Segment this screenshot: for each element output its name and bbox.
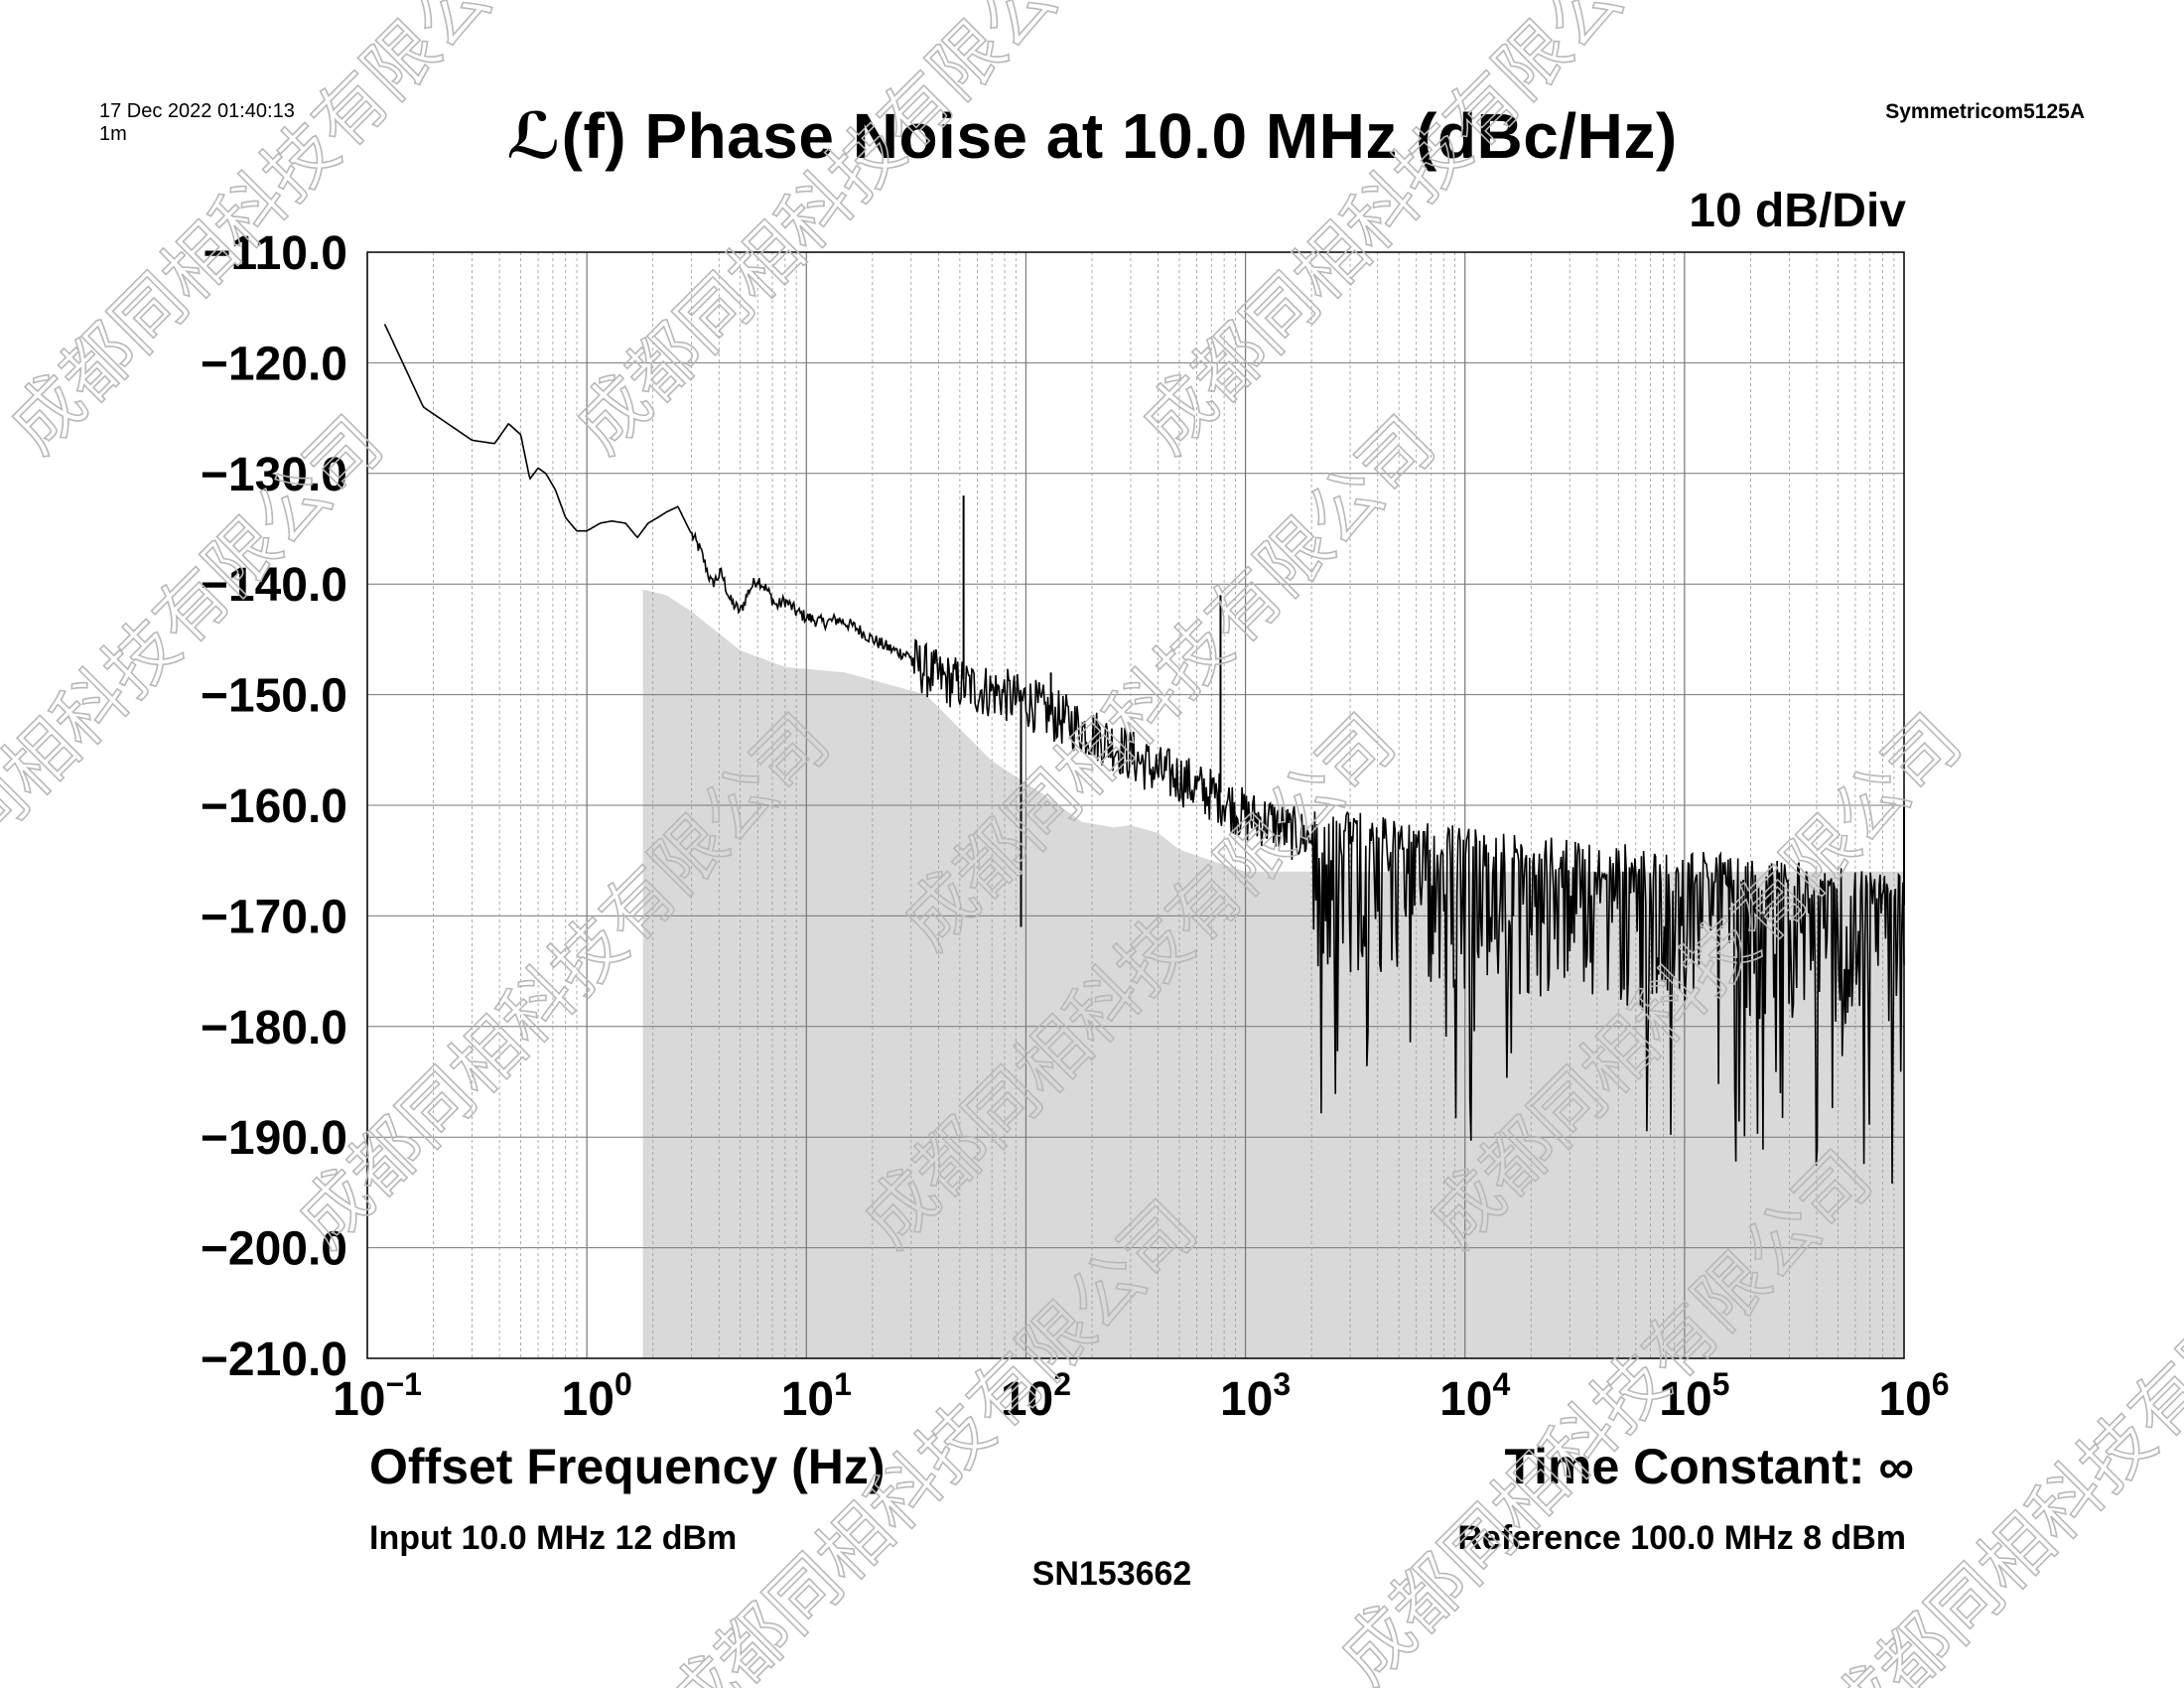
x-tick-labels: 10−1 100 101 102 103 104 105 106 [333,1366,1950,1426]
y-tick-labels: −110.0 −120.0 −130.0 −140.0 −150.0 −160.0 −170… [201,227,347,1386]
noise-floor-area [642,589,1905,1358]
x-tick-label: 104 [1439,1366,1510,1426]
y-tick-label: −210.0 [201,1334,347,1386]
instrument-name: Symmetricom5125A [1885,100,2085,123]
x-tick-label: 103 [1220,1366,1291,1426]
y-tick-label: −180.0 [201,1002,347,1055]
y-tick-label: −160.0 [201,780,347,833]
phase-noise-trace [383,324,1905,1185]
noise-floor-area-layer [642,589,1905,1358]
reference-label: Reference 100.0 MHz 8 dBm [1457,1519,1906,1557]
input-label: Input 10.0 MHz 12 dBm [369,1519,738,1557]
time-constant-label: Time Constant: ∞ [1504,1439,1914,1494]
serial-number: SN153662 [1031,1555,1192,1593]
plot-frame [366,251,1905,1359]
scale-label: 10 dB/Div [1689,185,1906,237]
y-tick-label: −150.0 [201,670,347,723]
x-tick-label: 105 [1659,1366,1729,1426]
x-tick-label: 106 [1878,1366,1949,1426]
x-tick-label: 102 [1001,1366,1071,1426]
y-tick-label: −170.0 [201,891,347,943]
y-tick-label: −110.0 [204,227,348,280]
x-axis-label: Offset Frequency (Hz) [369,1439,886,1494]
x-tick-label: 101 [781,1366,852,1426]
chart-title: ℒ(f) Phase Noise at 10.0 MHz (dBc/Hz) [506,100,1678,172]
timespan: 1m [99,123,127,145]
x-tick-label: 100 [562,1366,632,1426]
timestamp: 17 Dec 2022 01:40:13 [99,100,295,122]
y-tick-label: −140.0 [201,559,347,612]
x-tick-label: 10−1 [333,1366,422,1426]
y-tick-label: −120.0 [201,338,347,390]
y-tick-label: −190.0 [201,1112,347,1165]
y-tick-label: −200.0 [201,1223,347,1276]
y-tick-label: −130.0 [201,449,347,501]
